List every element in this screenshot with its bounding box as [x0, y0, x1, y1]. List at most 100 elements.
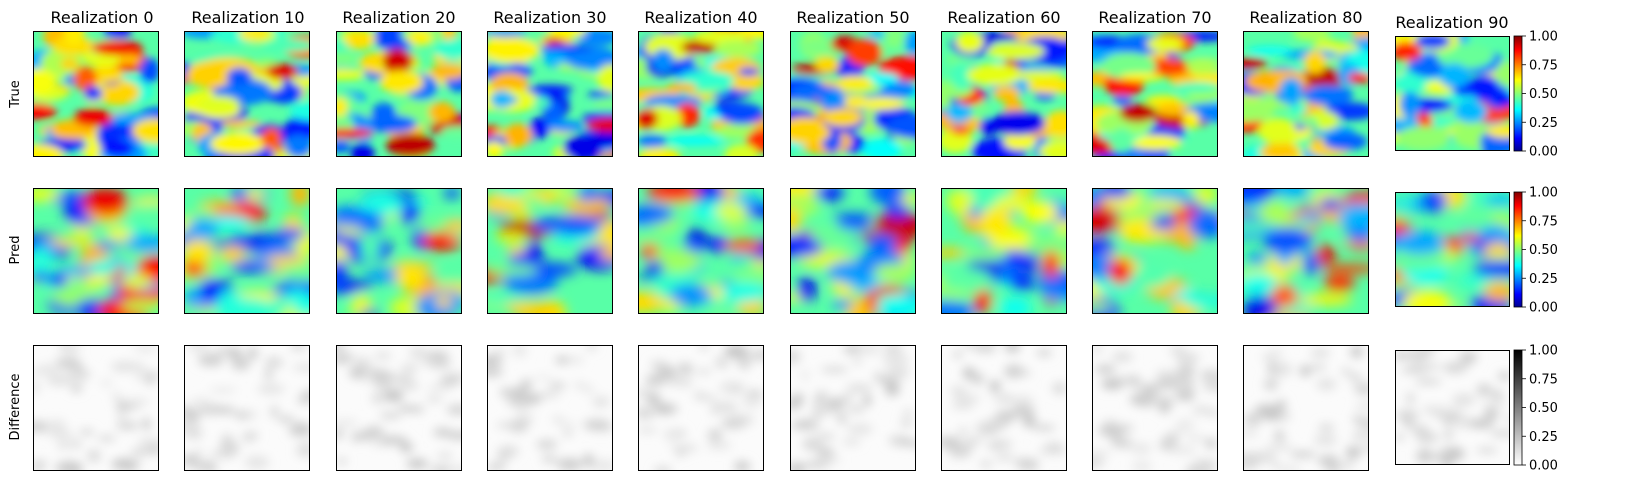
difference-blob — [990, 417, 1008, 431]
field-blob — [638, 134, 668, 148]
difference-blob — [1316, 378, 1337, 391]
difference-blob — [518, 418, 529, 430]
difference-blob — [1340, 462, 1354, 468]
difference-blob — [1399, 368, 1428, 373]
panel-frame — [336, 345, 462, 471]
field-blob — [721, 281, 764, 303]
difference-blob — [652, 361, 668, 368]
field-blob — [186, 60, 234, 89]
difference-blob — [1497, 372, 1510, 381]
field-blob — [260, 127, 282, 149]
panel-frame — [790, 188, 916, 314]
difference-blob — [79, 429, 94, 435]
field-blob — [1038, 140, 1067, 157]
panel-difference-0 — [33, 345, 159, 471]
colorbar-true-ticks: 0.00 0.25 0.50 0.75 1.00 — [1522, 30, 1558, 160]
field-blob — [1187, 210, 1218, 239]
difference-blob — [820, 366, 849, 373]
field-blob — [83, 86, 103, 101]
colorbar-tick-label: 0.25 — [1529, 116, 1558, 131]
field-blob — [494, 232, 528, 242]
difference-blob — [1263, 378, 1278, 391]
difference-blob — [425, 395, 443, 403]
difference-blob — [193, 449, 204, 456]
difference-blob — [638, 428, 658, 433]
difference-blob — [1032, 425, 1056, 431]
colorbar-tick-label: 0.00 — [1529, 301, 1558, 316]
field-blob — [646, 188, 701, 203]
difference-blob — [589, 459, 613, 471]
difference-blob — [536, 392, 562, 398]
colorbar-difference: 0.00 0.25 0.50 0.75 1.00 — [1513, 344, 1558, 474]
difference-blob — [244, 455, 270, 470]
difference-blob — [668, 376, 685, 387]
difference-blob — [883, 345, 903, 353]
difference-blob — [980, 461, 993, 467]
panel-frame — [1395, 36, 1510, 151]
field-blob — [1243, 273, 1278, 296]
difference-blob — [718, 358, 729, 370]
difference-blob — [33, 421, 51, 433]
difference-blob — [117, 406, 126, 421]
field-blob — [336, 128, 374, 139]
field-blob — [33, 188, 61, 203]
field-blob — [435, 296, 453, 309]
difference-blob — [1243, 416, 1257, 423]
difference-blob — [1130, 442, 1152, 455]
difference-blob — [728, 384, 739, 389]
panel-frame — [941, 31, 1067, 157]
difference-blob — [842, 439, 861, 445]
panel-pred-4 — [638, 188, 764, 314]
field-blob — [132, 118, 159, 144]
difference-blob — [231, 356, 251, 371]
difference-blob — [406, 458, 429, 469]
difference-blob — [99, 379, 114, 387]
field-blob — [411, 218, 455, 231]
field-blob — [714, 39, 762, 58]
column-title-50: Realization 50 — [796, 8, 909, 27]
field-blob — [790, 83, 833, 100]
difference-blob — [852, 358, 862, 365]
difference-blob — [1483, 408, 1500, 419]
difference-blob — [1442, 361, 1468, 373]
difference-blob — [848, 405, 865, 413]
difference-blob — [584, 419, 612, 431]
field-blob — [1303, 85, 1354, 106]
difference-blob — [646, 393, 662, 405]
field-blob — [1243, 98, 1276, 123]
difference-blob — [592, 396, 610, 408]
field-blob — [822, 108, 863, 127]
difference-blob — [1357, 431, 1369, 440]
difference-blob — [379, 436, 408, 444]
panel-difference-5 — [790, 345, 916, 471]
difference-blob — [336, 358, 352, 364]
panel-frame — [941, 188, 1067, 314]
difference-blob — [962, 366, 976, 380]
field-blob — [1472, 260, 1510, 277]
panel-pred-6 — [941, 188, 1067, 314]
field-blob — [1108, 258, 1133, 286]
difference-blob — [1009, 395, 1034, 406]
field-blob — [268, 298, 287, 314]
difference-blob — [142, 417, 151, 431]
field-blob — [520, 262, 578, 277]
field-blob — [423, 283, 462, 294]
panel-frame — [638, 345, 764, 471]
difference-blob — [815, 391, 828, 398]
panel-true-1 — [184, 31, 310, 157]
difference-blob — [398, 405, 415, 412]
field-blob — [73, 65, 98, 92]
panel-true-8 — [1243, 31, 1369, 157]
field-blob — [714, 203, 747, 220]
field-blob — [197, 95, 240, 113]
field-blob — [266, 63, 298, 80]
difference-blob — [952, 351, 963, 359]
difference-blob — [123, 397, 151, 406]
field-blob — [139, 57, 159, 84]
difference-blob — [1199, 370, 1218, 382]
difference-blob — [513, 345, 526, 357]
field-blob — [86, 259, 119, 276]
field-blob — [1279, 77, 1304, 106]
field-blob — [1246, 252, 1268, 265]
